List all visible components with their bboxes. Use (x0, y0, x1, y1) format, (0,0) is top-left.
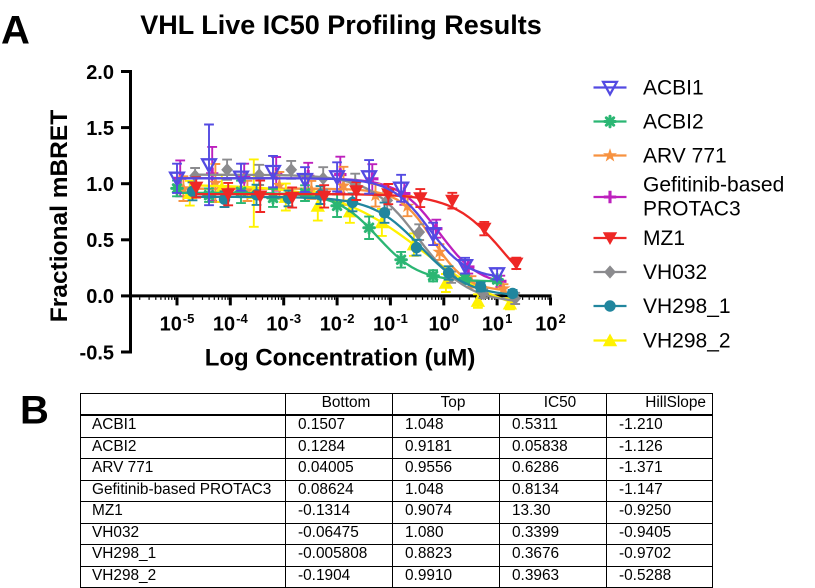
svg-text:10-3: 10-3 (266, 311, 301, 335)
svg-text:B: B (20, 389, 49, 433)
svg-text:1.5: 1.5 (86, 118, 114, 140)
svg-text:0.0: 0.0 (86, 286, 114, 308)
svg-text:Fractional mBRET: Fractional mBRET (46, 110, 73, 322)
svg-text:ACBI2: ACBI2 (643, 111, 704, 134)
svg-text:10-2: 10-2 (320, 311, 355, 335)
svg-text:10-5: 10-5 (160, 311, 195, 335)
svg-text:Log Concentration (uM): Log Concentration (uM) (205, 345, 476, 372)
svg-text:VH298_2: VH298_2 (643, 330, 731, 353)
svg-text:Gefitinib-based: Gefitinib-based (643, 174, 784, 197)
svg-text:10-1: 10-1 (373, 311, 408, 335)
svg-text:102: 102 (535, 311, 565, 335)
svg-text:101: 101 (482, 311, 512, 335)
svg-text:100: 100 (429, 311, 459, 335)
svg-text:ARV 771: ARV 771 (643, 145, 727, 168)
svg-text:A: A (1, 9, 30, 53)
svg-text:MZ1: MZ1 (643, 227, 685, 250)
svg-text:-0.5: -0.5 (80, 342, 114, 364)
svg-text:10-4: 10-4 (213, 311, 249, 335)
svg-text:VH032: VH032 (643, 261, 707, 284)
svg-text:VH298_1: VH298_1 (643, 295, 731, 318)
svg-text:0.5: 0.5 (86, 230, 114, 252)
svg-text:1.0: 1.0 (86, 174, 114, 196)
svg-text:PROTAC3: PROTAC3 (643, 198, 741, 221)
svg-text:ACBI1: ACBI1 (643, 77, 704, 100)
svg-text:2.0: 2.0 (86, 62, 114, 84)
svg-text:VHL Live IC50 Profiling Result: VHL Live IC50 Profiling Results (140, 10, 542, 40)
